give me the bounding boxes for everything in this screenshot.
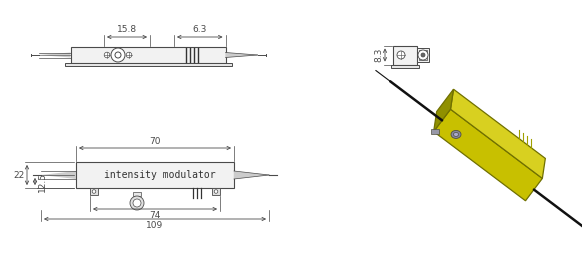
Circle shape — [133, 199, 141, 207]
Circle shape — [115, 52, 121, 58]
Bar — [417, 48, 429, 62]
Bar — [70, 47, 225, 63]
Polygon shape — [450, 89, 545, 178]
Circle shape — [111, 48, 125, 62]
Bar — [391, 64, 419, 68]
Text: intensity modulator: intensity modulator — [104, 170, 216, 180]
Bar — [90, 188, 98, 195]
Text: 8.3: 8.3 — [374, 48, 383, 62]
Bar — [76, 162, 234, 188]
Text: 15.8: 15.8 — [117, 25, 137, 35]
Circle shape — [421, 53, 425, 57]
Text: 109: 109 — [147, 221, 164, 231]
Polygon shape — [234, 171, 269, 179]
Text: 74: 74 — [150, 211, 161, 221]
Circle shape — [126, 52, 132, 58]
Circle shape — [397, 51, 405, 59]
Bar — [65, 63, 232, 66]
Bar — [393, 46, 417, 64]
Polygon shape — [434, 89, 453, 132]
Bar — [431, 129, 439, 134]
Text: 6.3: 6.3 — [193, 25, 207, 35]
Circle shape — [130, 196, 144, 210]
Circle shape — [92, 190, 96, 193]
Text: 70: 70 — [149, 137, 161, 145]
Circle shape — [214, 190, 218, 193]
Bar — [133, 192, 141, 196]
Circle shape — [418, 50, 428, 60]
Ellipse shape — [451, 130, 461, 138]
Polygon shape — [41, 171, 76, 179]
Polygon shape — [38, 52, 70, 57]
Text: 12.5: 12.5 — [37, 172, 47, 192]
Circle shape — [104, 52, 110, 58]
Polygon shape — [434, 109, 542, 201]
Bar — [419, 50, 427, 60]
Ellipse shape — [453, 132, 459, 137]
Bar — [212, 188, 220, 195]
Text: 22: 22 — [13, 171, 24, 179]
Polygon shape — [225, 52, 257, 57]
